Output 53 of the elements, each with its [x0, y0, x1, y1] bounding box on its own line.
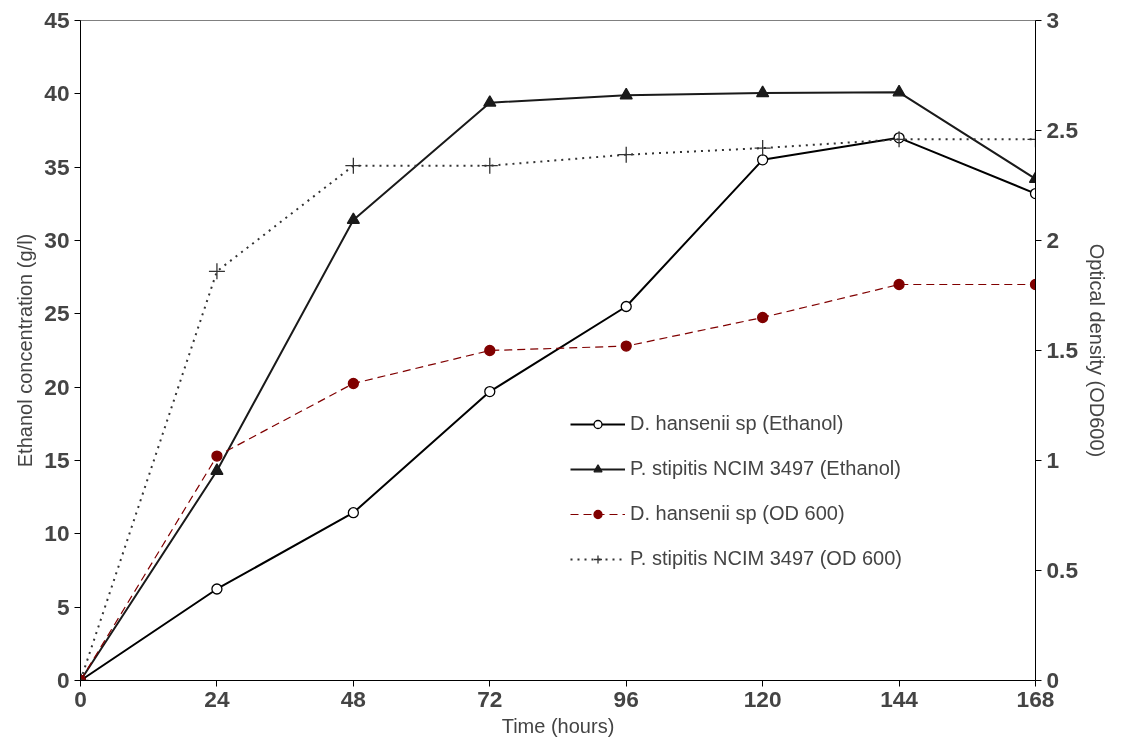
legend-label: P. stipitis NCIM 3497 (OD 600): [630, 547, 903, 570]
y-tick-label: 0: [56, 667, 70, 693]
y2-tick-label: 3: [1046, 7, 1060, 33]
point: [756, 311, 769, 324]
point: [484, 344, 496, 357]
legend-label: D. hansenii sp (Ethanol): [630, 412, 845, 435]
x-tick-label: 120: [743, 685, 782, 712]
y-tick-label: 10: [44, 520, 70, 547]
point: [619, 87, 633, 100]
x-tick-label: 48: [340, 685, 366, 712]
x-tick-label: 144: [880, 685, 919, 712]
y-axis-title: Ethanol concentration (g/l): [14, 233, 37, 468]
point: [620, 340, 632, 352]
y-tick-label: 35: [44, 153, 70, 180]
y2-axis-title: Optical density (OD600): [1086, 243, 1108, 458]
x-tick-label: 96: [613, 685, 639, 712]
point: [753, 139, 772, 157]
y-tick-label: 20: [44, 373, 70, 400]
point: [211, 450, 223, 462]
y-tick-label: 45: [44, 7, 70, 33]
y2-tick-label: 2: [1046, 227, 1060, 253]
point: [208, 262, 226, 280]
point: [617, 146, 635, 164]
point: [211, 583, 223, 595]
point: [890, 130, 908, 148]
point: [620, 300, 632, 313]
point: [756, 154, 769, 166]
y-tick-label: 30: [44, 227, 70, 253]
point: [893, 278, 905, 291]
x-tick-label: 24: [204, 685, 230, 712]
y2-tick-label: 0.5: [1046, 557, 1078, 583]
point: [483, 95, 497, 107]
y2-tick-label: 1.5: [1046, 337, 1078, 363]
point: [347, 377, 360, 390]
point: [346, 212, 361, 225]
x-axis-title: Time (hours): [501, 714, 615, 737]
x-tick-label: 0: [74, 685, 87, 712]
legend-label: D. hansenii sp (OD 600): [630, 502, 846, 525]
legend-label: P. stipitis NCIM 3497 (Ethanol): [630, 457, 902, 480]
point: [481, 157, 499, 175]
point: [210, 463, 224, 475]
y-tick-label: 40: [44, 80, 70, 107]
y2-tick-label: 1: [1046, 447, 1060, 473]
point: [344, 157, 363, 175]
point: [755, 85, 770, 98]
y2-tick-label: 2.5: [1046, 117, 1078, 143]
point: [484, 385, 496, 398]
y-tick-label: 5: [56, 593, 70, 620]
y-tick-label: 15: [44, 447, 70, 473]
point: [892, 84, 906, 97]
y-tick-label: 25: [44, 300, 70, 327]
point: [347, 507, 360, 519]
x-tick-label: 72: [477, 685, 503, 712]
